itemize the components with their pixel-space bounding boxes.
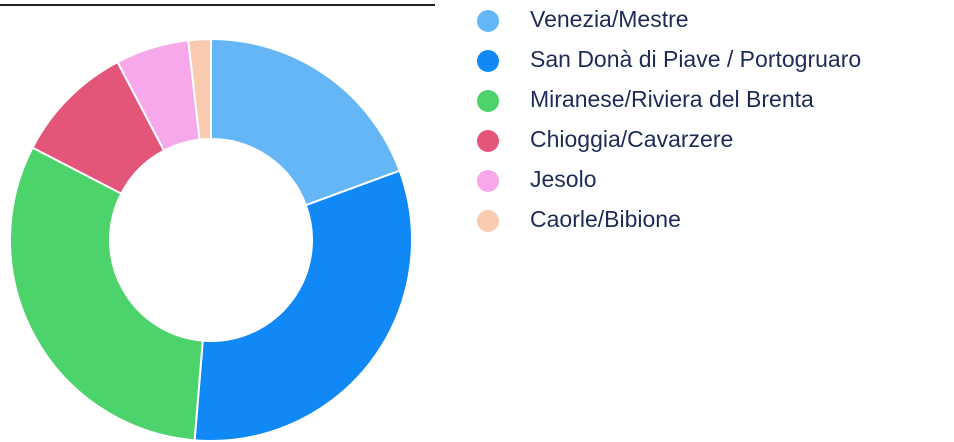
legend-label: Jesolo	[530, 166, 596, 192]
donut-slice	[193, 169, 413, 442]
legend-label: San Donà di Piave / Portogruaro	[530, 46, 861, 72]
donut-slice	[210, 37, 401, 207]
legend-label: Caorle/Bibione	[530, 206, 681, 232]
donut-slice	[187, 37, 212, 141]
legend-label: Chioggia/Cavarzere	[530, 126, 733, 152]
legend-swatch	[477, 90, 499, 112]
legend-swatch	[477, 210, 499, 232]
legend-label: Venezia/Mestre	[530, 6, 689, 32]
legend-label: Miranese/Riviera del Brenta	[530, 86, 814, 112]
legend-swatch	[477, 10, 499, 32]
legend-swatch	[477, 170, 499, 192]
donut-slice	[9, 146, 204, 442]
legend-swatch	[477, 130, 499, 152]
legend-swatch	[477, 50, 499, 72]
